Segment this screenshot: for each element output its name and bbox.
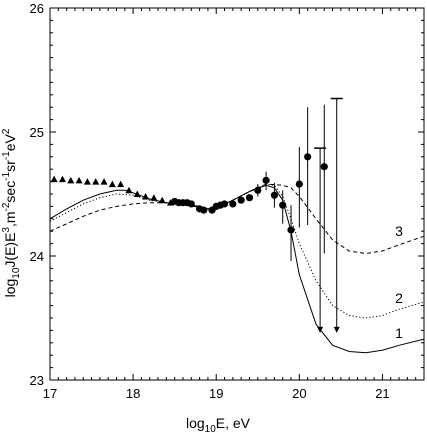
triangle-point <box>58 175 66 183</box>
y-axis-label: log10J(E)E3,m-2sec-1sr-1eV2 <box>1 128 22 297</box>
circle-point <box>320 163 328 171</box>
circle-point <box>187 200 195 208</box>
circle-point <box>229 200 237 208</box>
model-curve-3 <box>49 183 425 255</box>
x-tick-label: 21 <box>375 386 389 401</box>
x-tick-label: 18 <box>126 386 140 401</box>
upper-limit-arrow <box>333 326 340 333</box>
curve-label-2: 2 <box>395 290 403 306</box>
y-tick-label: 25 <box>30 125 44 140</box>
y-axis-label-ev: eV <box>2 133 18 151</box>
y-tick-label: 26 <box>30 1 44 16</box>
triangle-point <box>83 178 91 185</box>
y-axis-label-sup1: 3 <box>1 227 12 233</box>
data-points <box>50 97 343 333</box>
circle-point <box>245 194 254 202</box>
circle-point <box>287 226 295 234</box>
y-axis-label-sup3: -1 <box>1 171 12 180</box>
circle-point <box>279 201 287 209</box>
circle-point <box>262 176 270 184</box>
circle-point <box>270 191 278 199</box>
model-curves <box>49 183 425 354</box>
circle-point <box>295 180 303 188</box>
upper-limit-arrow <box>317 326 324 333</box>
y-tick-label: 24 <box>30 249 44 264</box>
circle-point <box>254 186 262 194</box>
x-tick-label: 17 <box>43 386 57 401</box>
y-axis-label-m: ,m <box>2 211 18 227</box>
y-axis-label-sec: sec <box>2 181 18 203</box>
x-tick-label: 20 <box>292 386 306 401</box>
triangle-point <box>158 196 166 204</box>
curve-labels: 1 2 3 <box>395 223 403 341</box>
y-axis-label-sup5: 2 <box>1 128 12 134</box>
triangle-point <box>75 176 83 184</box>
curve-label-1: 1 <box>395 325 403 341</box>
x-tick-label: 19 <box>209 386 223 401</box>
y-axis-label-j: J(E)E <box>2 233 18 268</box>
circle-point <box>200 206 208 214</box>
triangle-point <box>92 178 100 185</box>
model-curve-2 <box>49 183 425 319</box>
triangle-point <box>117 180 125 188</box>
triangle-point <box>67 176 75 184</box>
y-axis-label-sub: 10 <box>11 267 22 279</box>
circle-point <box>220 200 229 208</box>
triangle-point <box>100 178 108 185</box>
model-curve-1 <box>49 184 425 354</box>
triangle-point <box>133 190 141 197</box>
tick-labels: 17 18 19 20 21 23 24 25 26 <box>30 1 390 401</box>
plot-frame <box>49 7 425 381</box>
y-axis-label-log: log <box>2 279 18 298</box>
x-axis-label-log: log <box>186 415 205 431</box>
triangle-point <box>150 194 158 201</box>
triangle-point <box>125 186 133 194</box>
x-axis-label: log10E, eV <box>186 415 251 435</box>
curve-label-3: 3 <box>395 223 403 239</box>
y-axis-label-sr: sr <box>2 160 18 172</box>
x-axis-label-sub: 10 <box>205 424 217 435</box>
y-axis-label-sup4: -1 <box>1 151 12 160</box>
circle-point <box>304 153 312 161</box>
x-axis-label-rest: E, eV <box>216 415 251 431</box>
plot-axes <box>49 7 425 381</box>
triangle-point <box>108 180 116 188</box>
triangle-point <box>142 192 150 200</box>
y-tick-label: 23 <box>30 373 44 388</box>
y-axis-label-sup2: -2 <box>1 202 12 211</box>
circle-point <box>237 196 245 204</box>
triangle-point <box>50 175 58 183</box>
